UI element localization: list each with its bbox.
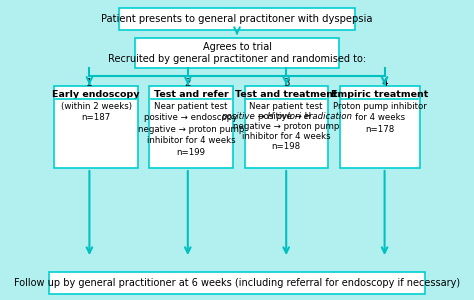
- Text: positive → H: positive → H: [258, 112, 314, 121]
- Text: Empiric treatment: Empiric treatment: [331, 90, 428, 99]
- Text: 4: 4: [381, 78, 388, 88]
- Text: negative → proton pump: negative → proton pump: [233, 122, 339, 131]
- FancyBboxPatch shape: [135, 38, 339, 68]
- Text: Early endoscopy: Early endoscopy: [52, 90, 140, 99]
- Text: (within 2 weeks)
n=187: (within 2 weeks) n=187: [61, 102, 132, 122]
- FancyBboxPatch shape: [245, 86, 328, 168]
- Text: Follow up by general practitioner at 6 weeks (including referral for endoscopy i: Follow up by general practitioner at 6 w…: [14, 278, 460, 288]
- Text: Near patient test: Near patient test: [249, 102, 323, 111]
- FancyBboxPatch shape: [118, 8, 356, 30]
- Text: n=198: n=198: [272, 142, 301, 151]
- Text: 2: 2: [184, 78, 191, 88]
- Text: Patient presents to general practitoner with dyspepsia: Patient presents to general practitoner …: [101, 14, 373, 24]
- Text: Test and treatment: Test and treatment: [235, 90, 337, 99]
- Text: Proton pump inhibitor
for 4 weeks
n=178: Proton pump inhibitor for 4 weeks n=178: [333, 102, 427, 134]
- FancyBboxPatch shape: [339, 86, 419, 168]
- FancyBboxPatch shape: [49, 272, 425, 294]
- FancyBboxPatch shape: [149, 86, 233, 168]
- Text: 3: 3: [283, 78, 290, 88]
- Text: inhibitor for 4 weeks: inhibitor for 4 weeks: [242, 132, 330, 141]
- FancyBboxPatch shape: [55, 86, 138, 168]
- Text: Test and refer: Test and refer: [154, 90, 228, 99]
- Text: Near patient test
positive → endoscopy
negative → proton pump
inhibitor for 4 we: Near patient test positive → endoscopy n…: [138, 102, 244, 157]
- Text: 1: 1: [86, 78, 93, 88]
- Text: Agrees to trial
Recruited by general practitoner and randomised to:: Agrees to trial Recruited by general pra…: [108, 42, 366, 64]
- Text: positive → H pylori eradication: positive → H pylori eradication: [221, 112, 352, 121]
